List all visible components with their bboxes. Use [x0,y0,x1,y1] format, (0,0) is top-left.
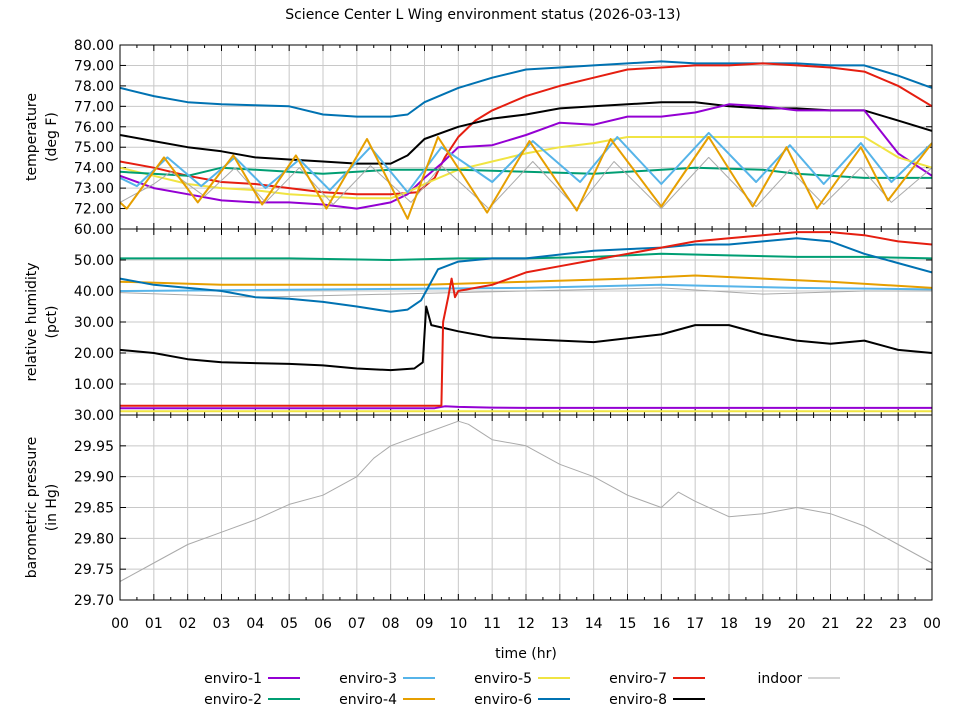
legend-label: enviro-7 [609,671,667,687]
y-axis-title: temperature [24,93,40,181]
y-tick-label: 40.00 [74,284,114,300]
y-tick-label: 29.70 [74,593,114,609]
series-line-humidity-enviro-3 [120,283,932,292]
x-tick-label: 14 [585,616,603,632]
y-tick-label: 73.00 [74,181,114,197]
series-line-humidity-enviro-2 [120,252,932,261]
legend-label: enviro-5 [474,671,532,687]
legend-label: enviro-8 [609,692,667,708]
y-tick-label: 29.80 [74,531,114,547]
x-tick-label: 23 [889,616,907,632]
legend-label: indoor [757,671,802,687]
y-tick-label: 30.00 [74,408,114,424]
series-line-humidity-enviro-8 [120,305,932,372]
y-tick-label: 72.00 [74,202,114,218]
x-tick-label: 07 [348,616,366,632]
x-tick-label: 21 [822,616,840,632]
pressure-panel: 29.70 29.75 29.80 29.85 29.90 29.95 30.00 barom… [24,408,933,609]
y-tick-label: 80.00 [74,38,114,54]
y-tick-label: 60.00 [74,222,114,238]
series-line-temperature-enviro-6 [120,60,932,118]
legend-item-indoor: indoor [757,671,840,687]
series-line-temperature-enviro-7 [120,62,932,196]
x-tick-label: 01 [145,616,163,632]
y-axis-title: relative humidity [24,262,40,381]
y-axis-title: (pct) [44,306,60,339]
series-line-pressure-indoor [120,420,932,582]
series-line-humidity-enviro-6 [120,237,932,313]
legend-item-enviro-7: enviro-7 [609,671,705,687]
x-axis-title: time (hr) [495,646,557,662]
series-line-temperature-enviro-5 [120,136,932,200]
x-tick-label: 08 [382,616,400,632]
x-tick-label: 16 [652,616,670,632]
legend-item-enviro-6: enviro-6 [474,692,570,708]
series-line-temperature-enviro-4 [120,136,932,220]
y-axis-title: barometric pressure [24,437,40,578]
x-tick-label: 15 [619,616,637,632]
chart-title: Science Center L Wing environment status… [285,7,681,23]
x-tick-label: 05 [280,616,298,632]
x-tick-label: 22 [855,616,873,632]
legend-label: enviro-6 [474,692,532,708]
x-tick-label: 19 [754,616,772,632]
series-line-temperature-enviro-2 [120,166,932,179]
x-tick-label: 04 [246,616,264,632]
temperature-panel: 72.00 73.00 74.00 75.00 76.00 77.00 78.00 79.00… [24,38,933,230]
y-axis-title: (in Hg) [44,484,60,532]
y-axis-title: (deg F) [44,112,60,162]
series-line-temperature-enviro-8 [120,101,932,165]
y-tick-label: 29.90 [74,470,114,486]
y-tick-label: 50.00 [74,253,114,269]
y-tick-label: 74.00 [74,161,114,177]
legend-item-enviro-4: enviro-4 [339,692,435,708]
plot-border [119,414,933,601]
y-tick-label: 29.85 [74,501,114,517]
legend-label: enviro-1 [204,671,262,687]
x-tick-label: 12 [517,616,535,632]
y-tick-label: 30.00 [74,315,114,331]
legend-label: enviro-2 [204,692,262,708]
y-tick-label: 79.00 [74,58,114,74]
series-line-humidity-enviro-1 [120,405,932,410]
legend-item-enviro-2: enviro-2 [204,692,300,708]
x-tick-label: 00 [111,616,129,632]
x-tick-label: 10 [449,616,467,632]
x-tick-label: 00 [923,616,941,632]
y-tick-label: 10.00 [74,377,114,393]
x-tick-label: 11 [483,616,501,632]
y-tick-label: 75.00 [74,140,114,156]
legend-item-enviro-8: enviro-8 [609,692,705,708]
legend-item-enviro-1: enviro-1 [204,671,300,687]
y-tick-label: 76.00 [74,120,114,136]
x-tick-label: 09 [416,616,434,632]
series-line-humidity-indoor [120,287,932,298]
legend: enviro-1 enviro-2 enviro-3 enviro-4 enviro-5… [204,671,840,708]
humidity-panel: 10.00 20.00 30.00 40.00 50.00 60.00 relative h… [24,222,933,416]
series-line-temperature-enviro-1 [120,103,932,210]
legend-label: enviro-4 [339,692,397,708]
y-tick-label: 78.00 [74,79,114,95]
y-tick-label: 29.75 [74,562,114,578]
series-line-humidity-enviro-4 [120,274,932,289]
y-tick-label: 20.00 [74,346,114,362]
x-tick-label: 20 [788,616,806,632]
x-tick-label: 02 [179,616,197,632]
x-tick-label: 06 [314,616,332,632]
legend-item-enviro-3: enviro-3 [339,671,435,687]
series-line-humidity-enviro-7 [120,231,932,407]
y-tick-label: 29.95 [74,439,114,455]
legend-label: enviro-3 [339,671,397,687]
legend-item-enviro-5: enviro-5 [474,671,570,687]
y-tick-label: 77.00 [74,99,114,115]
x-tick-label: 03 [213,616,231,632]
x-tick-label: 18 [720,616,738,632]
x-tick-label: 17 [686,616,704,632]
x-tick-label: 13 [551,616,569,632]
